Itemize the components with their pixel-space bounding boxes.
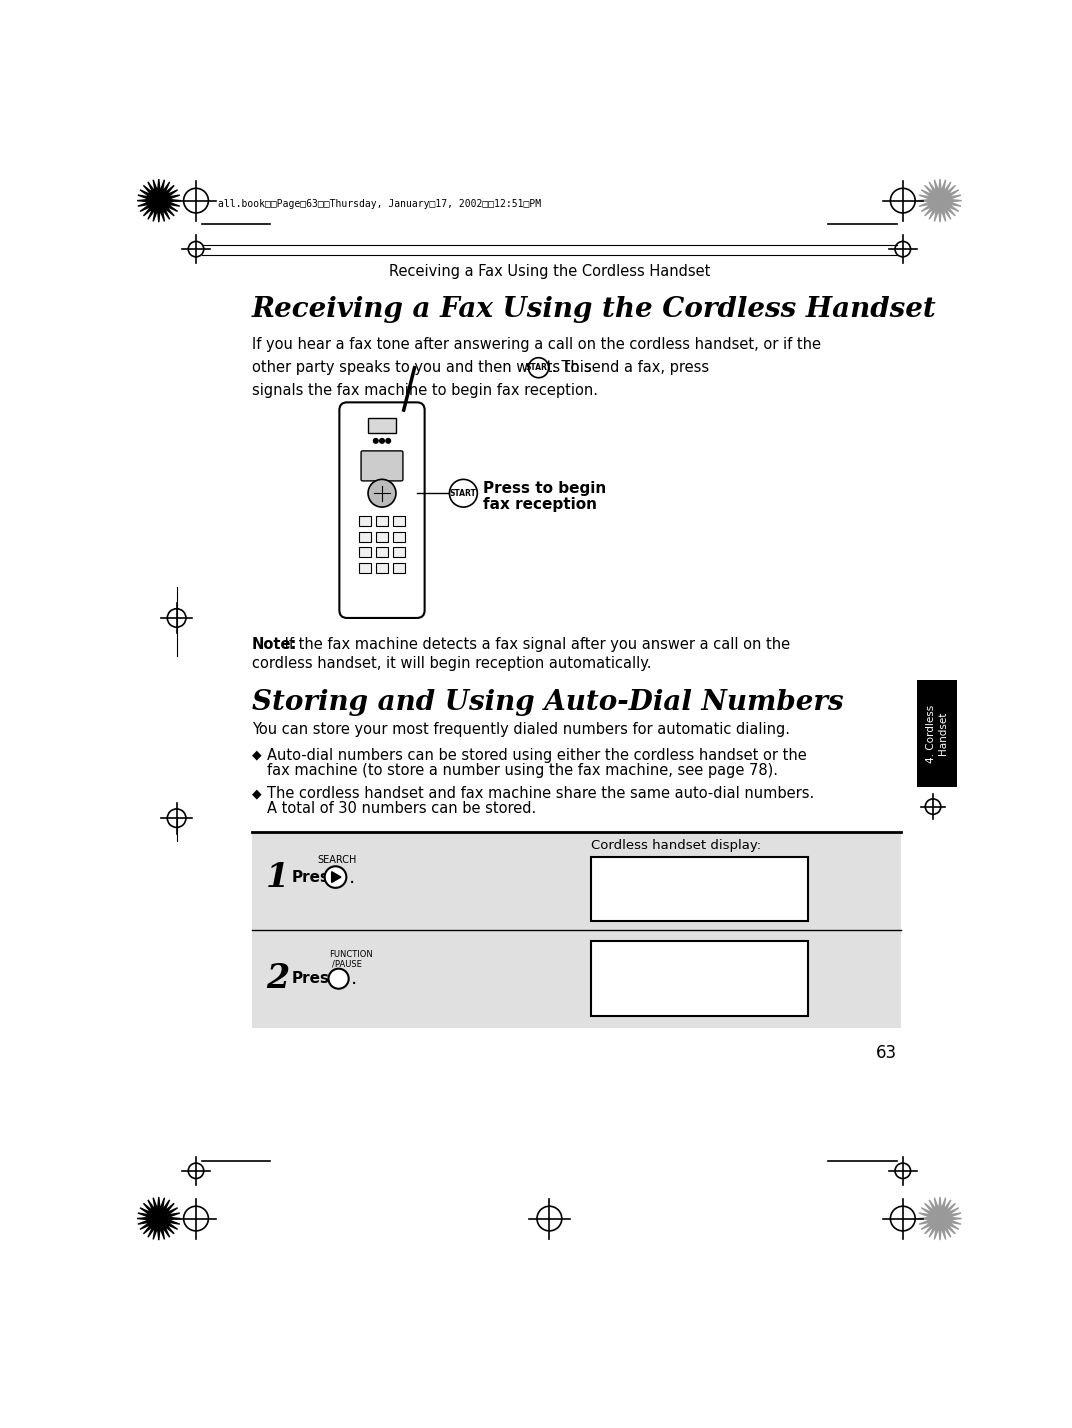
Text: fax machine (to store a number using the fax machine, see page 78).: fax machine (to store a number using the…	[267, 763, 778, 778]
Polygon shape	[919, 1197, 962, 1240]
Text: 2: 2	[266, 962, 289, 995]
Circle shape	[386, 438, 390, 443]
Text: Press: Press	[292, 971, 339, 987]
Text: Cordless handset display:: Cordless handset display:	[592, 840, 761, 853]
Text: Press: Press	[292, 870, 339, 884]
Bar	[376, 563, 388, 573]
Text: A total of 30 numbers can be stored.: A total of 30 numbers can be stored.	[267, 801, 537, 817]
Text: other party speaks to you and then wants to send a fax, press: other party speaks to you and then wants…	[252, 360, 709, 376]
Circle shape	[325, 867, 346, 888]
Polygon shape	[137, 178, 180, 223]
Circle shape	[379, 438, 385, 443]
Text: If the fax machine detects a fax signal after you answer a call on the: If the fax machine detects a fax signal …	[280, 637, 790, 653]
Bar	[368, 418, 396, 433]
Circle shape	[328, 968, 348, 988]
Text: Press to begin: Press to begin	[482, 481, 606, 496]
Circle shape	[373, 438, 378, 443]
Bar	[592, 857, 808, 921]
Text: Storing and Using Auto-Dial Numbers: Storing and Using Auto-Dial Numbers	[252, 690, 844, 717]
Bar	[392, 517, 405, 527]
Text: The cordless handset and fax machine share the same auto-dial numbers.: The cordless handset and fax machine sha…	[267, 785, 815, 801]
Text: fax reception: fax reception	[482, 497, 597, 511]
Bar	[917, 680, 957, 787]
Text: cordless handset, it will begin reception automatically.: cordless handset, it will begin receptio…	[252, 655, 652, 671]
Bar	[392, 531, 405, 541]
Text: FUNCTION: FUNCTION	[329, 950, 373, 958]
Text: You can store your most frequently dialed numbers for automatic dialing.: You can store your most frequently diale…	[252, 723, 790, 737]
Text: all.book□□Page□63□□Thursday, January□17, 2002□□12:51□PM: all.book□□Page□63□□Thursday, January□17,…	[218, 198, 541, 208]
Bar	[252, 833, 902, 1028]
Text: Note:: Note:	[252, 637, 297, 653]
Bar	[376, 547, 388, 557]
FancyBboxPatch shape	[361, 451, 403, 481]
Circle shape	[368, 480, 396, 507]
Text: Receiving a Fax Using the Cordless Handset: Receiving a Fax Using the Cordless Hands…	[389, 264, 710, 278]
Text: ◆: ◆	[252, 748, 262, 761]
FancyBboxPatch shape	[340, 403, 425, 618]
Text: /PAUSE: /PAUSE	[332, 960, 362, 968]
Text: START: START	[450, 488, 477, 498]
Circle shape	[528, 357, 549, 378]
Bar	[392, 563, 405, 573]
Text: SEARCH: SEARCH	[317, 855, 357, 865]
Bar	[359, 517, 371, 527]
Text: Receiving a Fax Using the Cordless Handset: Receiving a Fax Using the Cordless Hands…	[252, 297, 937, 324]
Circle shape	[449, 480, 477, 507]
Text: . This: . This	[552, 360, 592, 376]
Bar	[376, 531, 388, 541]
Bar	[376, 517, 388, 527]
Bar	[359, 547, 371, 557]
Text: START: START	[525, 363, 552, 373]
Bar	[359, 563, 371, 573]
Text: ▲▼: SEARCH: ▲▼: SEARCH	[597, 883, 688, 895]
Polygon shape	[137, 1197, 180, 1240]
Text: .: .	[351, 970, 357, 988]
Text: ENTER TEL #: ENTER TEL #	[597, 957, 694, 970]
Text: signals the fax machine to begin fax reception.: signals the fax machine to begin fax rec…	[252, 383, 598, 398]
Text: SEARCH DIAL: SEARCH DIAL	[597, 861, 697, 874]
Text: If you hear a fax tone after answering a call on the cordless handset, or if the: If you hear a fax tone after answering a…	[252, 337, 821, 353]
Text: ◆: ◆	[252, 787, 262, 800]
Text: FUNCTION: ENTRY: FUNCTION: ENTRY	[597, 904, 733, 917]
Text: .: .	[348, 868, 355, 887]
Polygon shape	[919, 178, 962, 223]
Text: 4. Cordless
Handset: 4. Cordless Handset	[926, 704, 948, 763]
Bar	[392, 547, 405, 557]
Text: Auto-dial numbers can be stored using either the cordless handset or the: Auto-dial numbers can be stored using ei…	[267, 747, 807, 763]
Text: 1: 1	[266, 861, 289, 894]
Bar	[359, 531, 371, 541]
Polygon shape	[331, 871, 341, 883]
Text: 63: 63	[876, 1044, 896, 1062]
Bar	[592, 941, 808, 1017]
